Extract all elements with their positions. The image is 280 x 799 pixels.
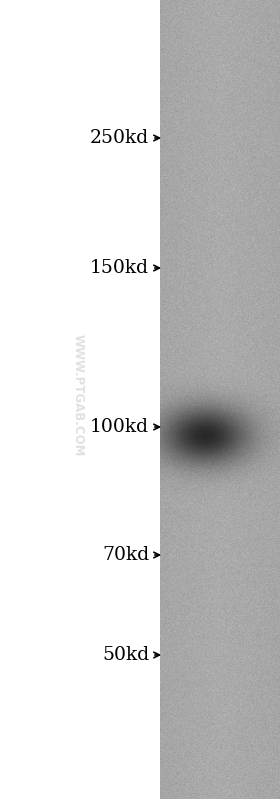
Text: 70kd: 70kd	[102, 546, 149, 564]
Text: 150kd: 150kd	[90, 259, 149, 277]
Text: WWW.PTGAB.COM: WWW.PTGAB.COM	[71, 334, 85, 456]
Text: 100kd: 100kd	[90, 418, 149, 436]
Text: 50kd: 50kd	[102, 646, 149, 664]
Text: 250kd: 250kd	[90, 129, 149, 147]
